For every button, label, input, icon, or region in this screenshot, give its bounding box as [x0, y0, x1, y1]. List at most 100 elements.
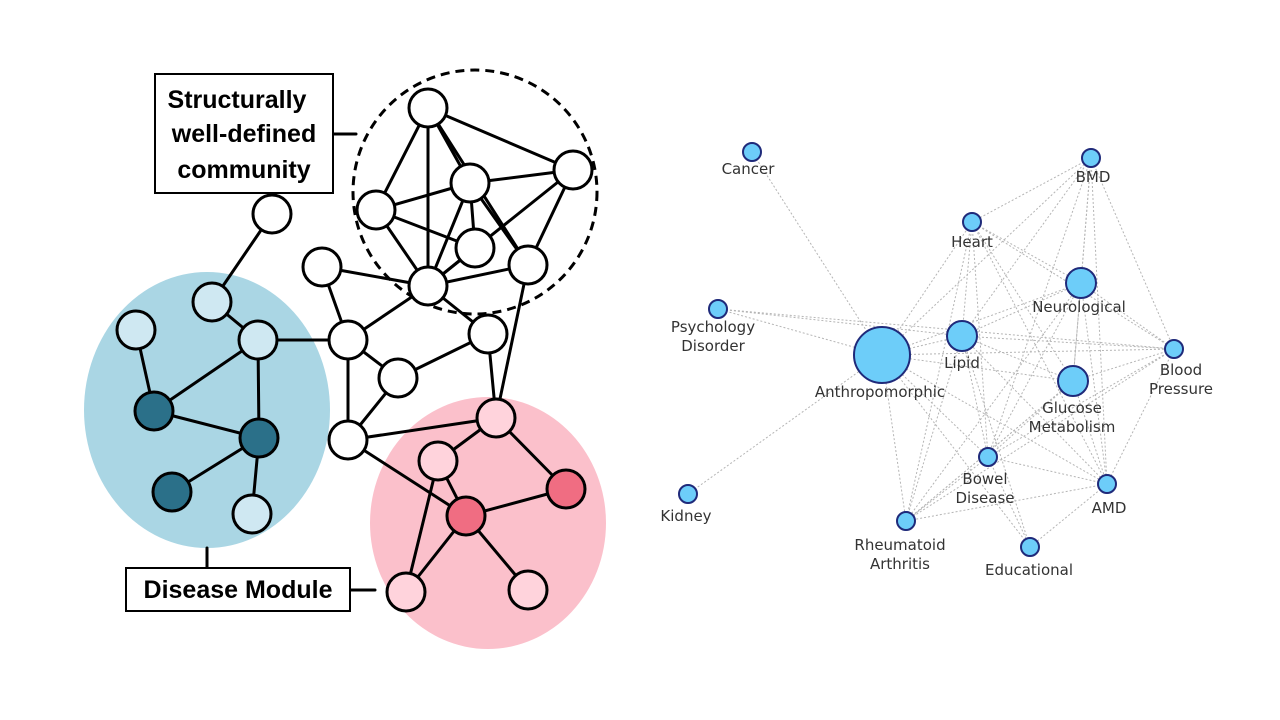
- schematic-node-p5: [385, 571, 427, 613]
- network-edge-lipid-bowel: [961, 335, 989, 458]
- disease-module-label-text: Disease Module: [144, 576, 333, 604]
- network-edge-heart-neurological: [971, 221, 1082, 284]
- disease-module-label-box: [125, 567, 351, 612]
- schematic-node-b4: [238, 417, 280, 459]
- schematic-edge-c6-p1: [494, 263, 530, 420]
- network-edge-heart-glucose: [971, 221, 1074, 382]
- network-node-label-bmd: BMD: [1076, 168, 1111, 186]
- network-nodes: Cancer BMD Heart Neurological PsychologyDiso…: [660, 142, 1213, 579]
- schematic-node-m4: [327, 419, 369, 461]
- network-edge-bmd-glucose: [1072, 157, 1092, 382]
- network-node-circle-glucose: [1057, 365, 1089, 397]
- schematic-edge-c1-c2: [426, 106, 575, 172]
- network-node-label-educational: Educational: [985, 561, 1073, 579]
- schematic-node-p3: [545, 468, 587, 510]
- network-node-label-blood_pressure-1: Blood: [1160, 361, 1202, 379]
- network-edge-anthropomorphic-amd: [881, 354, 1108, 485]
- network-node-label-blood_pressure-2: Pressure: [1149, 380, 1213, 398]
- network-node-bmd: BMD: [1076, 148, 1111, 186]
- network-edge-bowel-rheumatoid: [905, 456, 989, 522]
- schematic-node-c7: [407, 265, 449, 307]
- network-edge-bmd-bowel: [987, 157, 1092, 458]
- network-edge-psychology-lipid: [717, 308, 963, 337]
- community-label: Structurally well-defined community: [154, 73, 334, 194]
- community-dashed-boundary: [351, 68, 599, 316]
- network-node-label-rheumatoid-1: Rheumatoid: [854, 536, 945, 554]
- schematic-node-n3: [191, 281, 233, 323]
- network-node-label-psychology-2: Disorder: [681, 337, 745, 355]
- network-node-label-cancer: Cancer: [722, 160, 776, 178]
- network-node-heart: Heart: [951, 212, 993, 251]
- network-node-lipid: Lipid: [944, 320, 980, 372]
- network-edge-anthropomorphic-glucose: [881, 354, 1074, 382]
- schematic-node-p6: [507, 569, 549, 611]
- network-node-label-bowel-2: Disease: [956, 489, 1015, 507]
- schematic-edge-m4-p1: [346, 416, 498, 442]
- schematic-node-c5: [454, 227, 496, 269]
- network-edge-lipid-educational: [961, 335, 1031, 548]
- network-edge-neurological-glucose: [1072, 282, 1082, 382]
- network-node-circle-rheumatoid: [896, 511, 916, 531]
- community-label-box: [154, 73, 334, 194]
- schematic-node-b1: [115, 309, 157, 351]
- community-label-line-1: Structurally: [168, 86, 307, 114]
- network-edge-bmd-lipid: [961, 157, 1092, 337]
- schematic-node-c2: [552, 149, 594, 191]
- schematic-node-c4: [355, 189, 397, 231]
- network-edge-lipid-rheumatoid: [905, 335, 963, 522]
- schematic-node-p1: [475, 397, 517, 439]
- network-node-circle-psychology: [708, 299, 728, 319]
- network-edge-anthropomorphic-heart: [881, 221, 973, 356]
- community-label-line-2: well-defined: [171, 120, 316, 148]
- network-node-label-lipid: Lipid: [944, 354, 980, 372]
- schematic-node-c6: [507, 244, 549, 286]
- network-node-label-anthropomorphic: Anthropomorphic: [815, 383, 945, 401]
- network-node-label-glucose-2: Metabolism: [1029, 418, 1116, 436]
- network-node-neurological: Neurological: [1032, 267, 1126, 316]
- network-node-anthropomorphic: Anthropomorphic: [815, 326, 945, 401]
- schematic-node-c1: [407, 87, 449, 129]
- network-node-label-bowel-1: Bowel: [962, 470, 1007, 488]
- schematic-node-m1: [327, 319, 369, 361]
- network-node-label-glucose-1: Glucose: [1042, 399, 1102, 417]
- network-node-label-neurological: Neurological: [1032, 298, 1126, 316]
- schematic-node-m2: [467, 313, 509, 355]
- network-edge-lipid-blood_pressure: [961, 335, 1175, 350]
- network-node-circle-lipid: [946, 320, 978, 352]
- network-edge-blood_pressure-rheumatoid: [905, 348, 1175, 522]
- network-edge-neurological-lipid: [961, 282, 1082, 337]
- schematic-node-n2: [301, 246, 343, 288]
- network-node-circle-kidney: [678, 484, 698, 504]
- network-edge-bowel-amd: [987, 456, 1108, 485]
- network-node-circle-bowel: [978, 447, 998, 467]
- network-edge-neurological-blood_pressure: [1080, 282, 1175, 350]
- schematic-node-p4: [445, 495, 487, 537]
- network-node-label-psychology-1: Psychology: [671, 318, 755, 336]
- network-edge-neurological-amd: [1080, 282, 1108, 485]
- schematic-node-b2: [237, 319, 279, 361]
- network-edge-heart-rheumatoid: [905, 221, 973, 522]
- schematic-node-b6: [231, 493, 273, 535]
- network-edge-amd-educational: [1029, 483, 1108, 548]
- network-edge-glucose-blood_pressure: [1072, 348, 1175, 382]
- network-edge-heart-amd: [971, 221, 1108, 485]
- network-node-circle-cancer: [742, 142, 762, 162]
- network-edge-kidney-anthropomorphic: [687, 354, 883, 495]
- network-edges: [687, 151, 1175, 548]
- network-edge-lipid-amd: [961, 335, 1108, 485]
- schematic-node-p2: [417, 440, 459, 482]
- network-edge-psychology-blood_pressure: [717, 308, 1175, 350]
- network-node-circle-anthropomorphic: [853, 326, 911, 384]
- network-node-kidney: Kidney: [660, 484, 712, 525]
- network-node-circle-blood_pressure: [1164, 339, 1184, 359]
- network-edge-anthropomorphic-educational: [881, 354, 1031, 548]
- network-node-circle-educational: [1020, 537, 1040, 557]
- schematic-diagram: Structurally well-defined community Dise…: [84, 68, 606, 649]
- network-edge-glucose-bowel: [987, 380, 1074, 458]
- network-node-label-rheumatoid-2: Arthritis: [870, 555, 930, 573]
- network-node-label-amd: AMD: [1092, 499, 1127, 517]
- schematic-nodes: [115, 87, 594, 613]
